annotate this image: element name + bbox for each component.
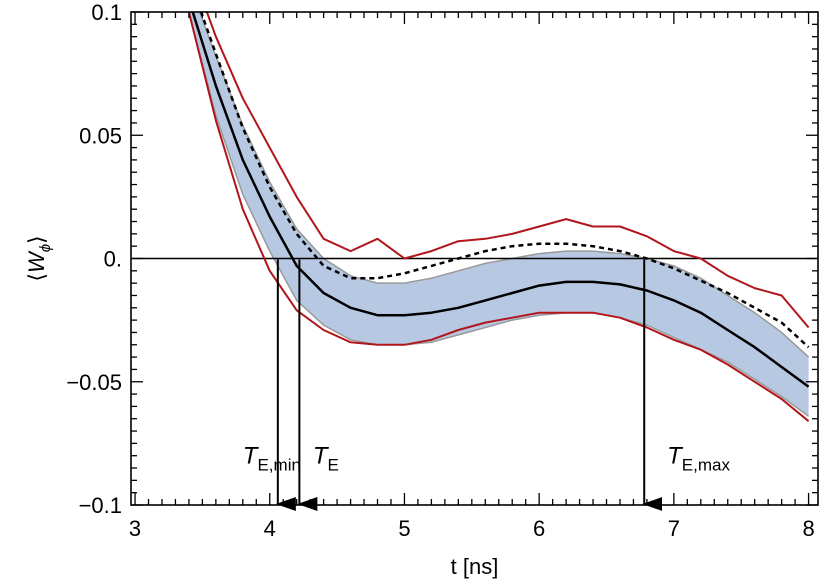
x-tick-label: 7 [668, 516, 680, 541]
series-dotted [199, 12, 810, 349]
y-tick-label: 0.1 [91, 0, 122, 25]
series-mean [191, 12, 810, 388]
x-axis-title: t [ns] [451, 554, 499, 579]
y-tick-label: 0. [104, 247, 122, 272]
y-tick-label: −0.05 [66, 370, 122, 395]
x-tick-label: 3 [129, 516, 141, 541]
confidence-band [188, 12, 809, 417]
axes: 3 4 5 6 7 8 −0.1 −0.05 0. 0.05 0.1 [66, 0, 819, 541]
x-tick-label: 6 [533, 516, 545, 541]
plot-area [131, 12, 818, 422]
x-tick-label: 8 [802, 516, 814, 541]
label-T_E_max: TE,max [667, 443, 730, 475]
x-tick-label: 4 [264, 516, 276, 541]
y-axis-title: ⟨Wϕ⟩ [24, 235, 54, 281]
label-T_E_min: TE,min [243, 443, 301, 475]
x-tick-label: 5 [398, 516, 410, 541]
band-upper-edge [198, 12, 810, 358]
y-axis-title-text: ⟨Wϕ⟩ [24, 235, 54, 281]
y-tick-label: 0.05 [79, 123, 122, 148]
y-tick-label: −0.1 [79, 493, 122, 518]
series-upper-bound [205, 12, 810, 329]
annotations: TE,min TE TE,max [243, 259, 730, 511]
series-lower-bound [187, 12, 810, 422]
label-T_E: TE [313, 443, 339, 475]
